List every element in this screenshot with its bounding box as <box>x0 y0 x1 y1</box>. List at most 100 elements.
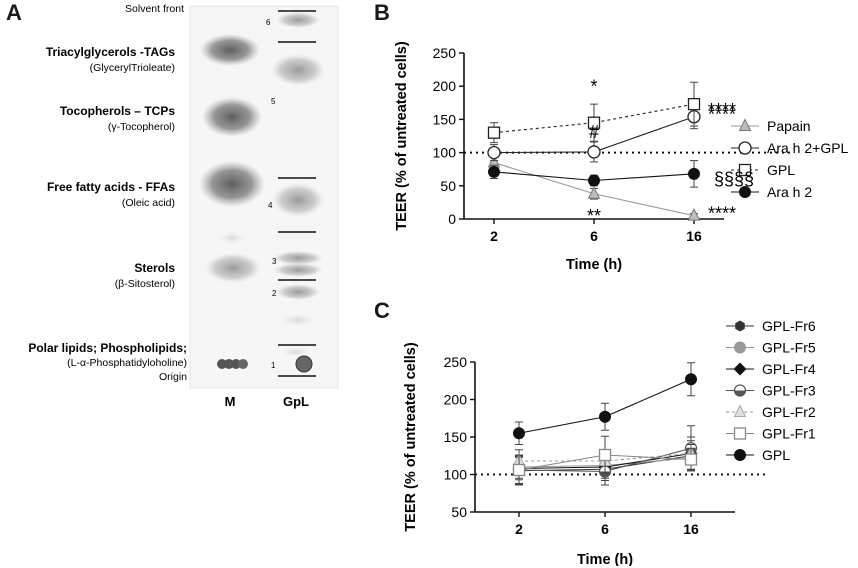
m-spot-tcps <box>202 97 262 137</box>
legend-label: Ara h 2+GPL <box>767 140 849 156</box>
class-sterols-label: Sterols <box>134 261 175 275</box>
y-tick-label: 250 <box>433 45 457 61</box>
series-gpl <box>513 362 697 445</box>
y-tick-label: 200 <box>433 78 457 94</box>
legend-marker <box>733 427 747 440</box>
fraction-number-6: 6 <box>266 18 271 27</box>
significance-label: * <box>590 77 597 97</box>
x-tick-label: 16 <box>686 228 702 244</box>
legend-item: GPL <box>726 447 790 463</box>
legend-label: GPL-Fr1 <box>762 426 816 442</box>
legend-item: GPL <box>731 162 795 178</box>
class-tags-standard: (GlycerylTrioleate) <box>90 62 175 74</box>
data-point <box>487 145 501 160</box>
gpl-spot-fr1-faint <box>282 347 310 357</box>
legend-label: GPL-Fr5 <box>762 340 816 356</box>
fraction-number-2: 2 <box>272 289 277 298</box>
gpl-spot-fr3b <box>273 263 323 277</box>
class-polar-standard: (L-α-Phosphatidyloholine) <box>67 357 187 369</box>
y-tick-label: 100 <box>433 145 457 161</box>
legend-item: GPL-Fr2 <box>726 404 816 420</box>
y-tick-label: 150 <box>433 111 457 127</box>
legend-item: GPL-Fr3 <box>726 383 816 399</box>
series-gpl <box>487 81 701 144</box>
data-point <box>587 186 601 199</box>
axes: 0 50 100 150 200 250 2 6 16 <box>433 45 724 244</box>
class-tcps-standard: (γ-Tocopherol) <box>108 121 175 133</box>
panel-c-letter: C <box>374 298 390 323</box>
chart-panel-b: 0 50 100 150 200 250 2 6 16 Time (h) TEER (% of un… <box>394 41 849 273</box>
legend-marker <box>739 186 751 198</box>
data-point <box>687 97 701 111</box>
chart-panel-c: 50 100 150 200 250 2 6 16 Time (h) TEER (% of unt… <box>403 318 816 566</box>
class-sterols-standard: (β-Sitosterol) <box>115 278 175 290</box>
data-point <box>487 126 501 139</box>
legend-marker <box>738 118 752 131</box>
legend-item: GPL-Fr4 <box>726 361 816 377</box>
data-point <box>587 145 601 159</box>
panel-a-letter: A <box>6 0 22 25</box>
lane-label-gpl: GpL <box>283 394 309 409</box>
gpl-spot-fr2 <box>276 284 320 300</box>
class-tags-label: Triacylglycerols -TAGs <box>46 45 175 59</box>
significance-label: ** <box>587 206 601 226</box>
y-axis-title: TEER (% of untreated cells) <box>394 41 410 231</box>
x-axis-title: Time (h) <box>577 552 633 566</box>
x-tick-label: 2 <box>515 521 523 537</box>
data-point <box>685 373 697 386</box>
legend-marker <box>733 384 747 397</box>
legend-label: GPL <box>762 447 790 463</box>
data-point <box>488 165 500 178</box>
legend-item: GPL-Fr6 <box>726 318 816 334</box>
m-spot-sterols-faint <box>218 232 246 244</box>
fraction-number-1: 1 <box>271 361 276 370</box>
x-axis-title: Time (h) <box>566 257 622 273</box>
y-tick-label: 150 <box>444 429 468 445</box>
legend-marker <box>735 320 745 332</box>
y-tick-label: 50 <box>451 504 467 520</box>
m-spot-tags <box>200 34 260 66</box>
m-spot-sterols <box>205 253 261 283</box>
legend-label: Ara h 2 <box>767 184 812 200</box>
legend-label: GPL-Fr4 <box>762 361 816 377</box>
significance-label: **** <box>708 105 736 125</box>
data-point <box>599 410 611 423</box>
axes: 50 100 150 200 250 2 6 16 <box>444 354 735 537</box>
tlc-plate-figure: 6 5 4 3 2 1 Solvent front Triacylglycero… <box>28 3 339 409</box>
y-tick-label: 200 <box>444 392 468 408</box>
data-point <box>688 167 700 180</box>
y-tick-label: 250 <box>444 354 468 370</box>
class-polar-label: Polar lipids; Phospholipids; <box>28 341 187 355</box>
fraction-number-3: 3 <box>272 257 277 266</box>
series-ara-h-2 <box>488 160 700 188</box>
x-tick-label: 16 <box>683 521 699 537</box>
gpl-spot-fr4 <box>272 183 324 217</box>
panel-b-letter: B <box>374 0 390 25</box>
legend-item: Papain <box>731 118 811 134</box>
gpl-spot-fr3a <box>273 251 323 265</box>
gpl-spot-origin <box>295 355 313 373</box>
series-gpl-fr1 <box>512 435 698 486</box>
legend-label: Papain <box>767 118 811 134</box>
data-point <box>598 448 612 462</box>
y-axis-title: TEER (% of untreated cells) <box>403 342 419 532</box>
legend-label: GPL-Fr2 <box>762 404 816 420</box>
legend-marker <box>733 362 747 376</box>
y-tick-label: 100 <box>444 467 468 483</box>
x-tick-label: 2 <box>490 228 498 244</box>
significance-label: **** <box>708 204 736 224</box>
class-ffas-label: Free fatty acids - FFAs <box>47 180 175 194</box>
legend-marker <box>734 341 746 354</box>
legend-label: GPL-Fr6 <box>762 318 816 334</box>
data-point <box>512 463 526 477</box>
legend-item: GPL-Fr1 <box>726 426 816 442</box>
data-point <box>684 453 698 466</box>
data-point <box>687 208 701 221</box>
legend-label: GPL <box>767 162 795 178</box>
solvent-front-label: Solvent front <box>125 3 184 15</box>
series-line <box>493 103 695 134</box>
legend-item: GPL-Fr5 <box>726 340 816 356</box>
legend-item: Ara h 2+GPL <box>731 140 849 156</box>
legend-marker <box>733 404 747 417</box>
significance-label: §§§§ <box>714 169 754 189</box>
